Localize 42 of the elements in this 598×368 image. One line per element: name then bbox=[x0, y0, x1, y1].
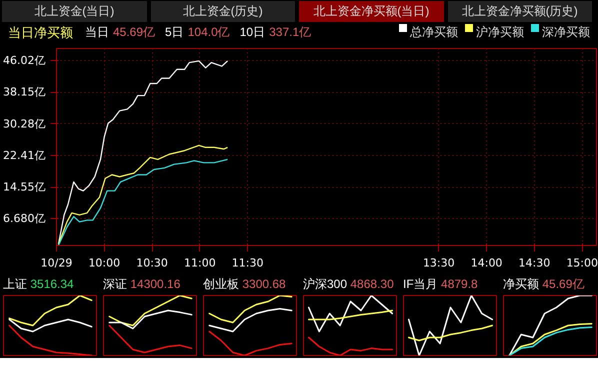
line-series bbox=[58, 60, 228, 245]
chart-title: 上证 bbox=[3, 277, 27, 291]
chart-subtitle: 45.69亿 bbox=[542, 277, 584, 291]
chart-subtitle: 3300.68 bbox=[242, 277, 286, 291]
chart-title: 深证 bbox=[103, 277, 127, 291]
x-tick-label: 10:30 bbox=[136, 256, 168, 270]
text: 104.0亿 bbox=[188, 24, 230, 41]
legend-label: 深净买额 bbox=[542, 24, 590, 41]
text: 5日 bbox=[165, 24, 184, 41]
chart-title: IF当月 bbox=[403, 277, 438, 291]
x-tick-label: 14:00 bbox=[470, 256, 502, 270]
x-tick-label: 15:00 bbox=[566, 256, 598, 270]
y-tick-label: 46.02亿 bbox=[3, 54, 46, 67]
text: 北上资金(当日) bbox=[2, 1, 146, 22]
chart-title: 净买额 bbox=[503, 277, 539, 291]
chart-title: 创业板 bbox=[203, 277, 239, 291]
chart-title: 沪深300 bbox=[303, 277, 348, 291]
text: 北上资金(历史) bbox=[150, 1, 295, 22]
text: 337.1亿 bbox=[269, 24, 312, 41]
chart-subtitle: 14300.16 bbox=[130, 277, 180, 291]
chart-subtitle: 4868.30 bbox=[350, 277, 394, 291]
y-tick-label: 14.55亿 bbox=[3, 180, 46, 194]
x-tick-label: 11:30 bbox=[232, 256, 264, 270]
legend-label: 总净买额 bbox=[410, 24, 458, 41]
y-tick-label: 6.680亿 bbox=[3, 212, 46, 226]
chart-subtitle: 3516.34 bbox=[30, 277, 74, 291]
x-tick-label: 14:30 bbox=[518, 256, 550, 270]
text: 当日 bbox=[85, 24, 109, 41]
y-tick-label: 30.28亿 bbox=[3, 117, 46, 130]
x-tick-label: 10:00 bbox=[88, 256, 120, 270]
chart-title: 当日净买额 bbox=[8, 24, 73, 42]
x-tick-label: 13:30 bbox=[422, 256, 455, 270]
x-tick-label: 10/29 bbox=[40, 256, 72, 270]
y-tick-label: 38.15亿 bbox=[3, 86, 46, 99]
text: 北上资金净买额(当日) bbox=[299, 1, 444, 22]
legend-label: 沪净买额 bbox=[476, 24, 524, 41]
chart-subtitle: 4879.8 bbox=[441, 277, 478, 291]
y-tick-label: 22.41亿 bbox=[3, 148, 46, 162]
text: 10日 bbox=[240, 24, 266, 41]
x-tick-label: 11:00 bbox=[184, 256, 216, 270]
text: 北上资金净买额(历史) bbox=[448, 1, 592, 22]
text: 45.69亿 bbox=[113, 24, 156, 41]
